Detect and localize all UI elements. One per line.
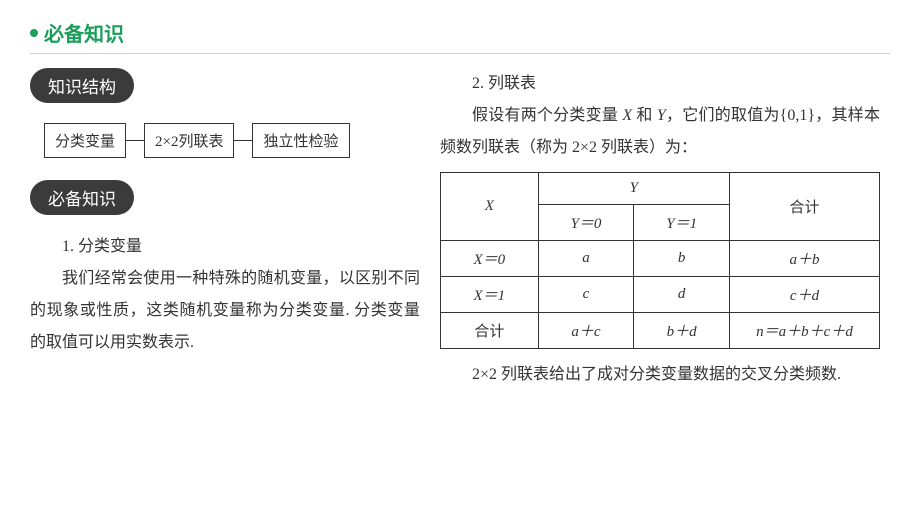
flow-diagram: 分类变量 2×2列联表 独立性检验 [44,123,420,158]
flow-box-2: 2×2列联表 [144,123,234,158]
intro-part-a: 假设有两个分类变量 [472,107,622,124]
flow-connector-2 [234,140,252,141]
td-d: d [634,277,730,313]
flow-connector-1 [126,140,144,141]
section-2-outro: 2×2 列联表给出了成对分类变量数据的交叉分类频数. [440,359,880,391]
section-2-title: 2. 列联表 [440,68,880,100]
content-columns: 知识结构 分类变量 2×2列联表 独立性检验 必备知识 1. 分类变量 我们经常… [0,68,920,391]
td-x0: X＝0 [441,241,539,277]
section-1-body: 我们经常会使用一种特殊的随机变量，以区别不同的现象或性质，这类随机变量称为分类变… [30,263,420,359]
pill-knowledge-structure: 知识结构 [30,68,134,103]
th-y0: Y＝0 [538,205,634,241]
th-y: Y [538,173,729,205]
td-a: a [538,241,634,277]
intro-part-b: 和 [632,107,657,124]
td-n: n＝a＋b＋c＋d [730,313,880,349]
contingency-table: X Y 合计 Y＝0 Y＝1 X＝0 a b a＋b X＝1 c d c＋d 合 [440,172,880,349]
page-header: 必备知识 [0,0,920,53]
pill-essential-knowledge: 必备知识 [30,180,134,215]
header-title: 必备知识 [44,18,124,47]
var-y: Y [657,107,666,124]
table-row: 合计 a＋c b＋d n＝a＋b＋c＋d [441,313,880,349]
table-row: X＝0 a b a＋b [441,241,880,277]
td-cd: c＋d [730,277,880,313]
th-x: X [441,173,539,241]
flow-box-3: 独立性检验 [252,123,349,158]
flow-box-1: 分类变量 [44,123,126,158]
th-y1: Y＝1 [634,205,730,241]
td-ac: a＋c [538,313,634,349]
th-total: 合计 [730,173,880,241]
header-divider [30,53,890,54]
section-1-title: 1. 分类变量 [30,231,420,263]
var-x: X [622,107,632,124]
td-ab: a＋b [730,241,880,277]
td-c: c [538,277,634,313]
td-bd: b＋d [634,313,730,349]
td-b: b [634,241,730,277]
td-x1: X＝1 [441,277,539,313]
td-rowtotal: 合计 [441,313,539,349]
table-row: X＝1 c d c＋d [441,277,880,313]
left-column: 知识结构 分类变量 2×2列联表 独立性检验 必备知识 1. 分类变量 我们经常… [30,68,440,391]
table-row: X Y 合计 [441,173,880,205]
right-column: 2. 列联表 假设有两个分类变量 X 和 Y，它们的取值为{0,1}，其样本频数… [440,68,880,391]
header-bullet-icon [30,29,38,37]
section-2-intro: 假设有两个分类变量 X 和 Y，它们的取值为{0,1}，其样本频数列联表（称为 … [440,100,880,164]
